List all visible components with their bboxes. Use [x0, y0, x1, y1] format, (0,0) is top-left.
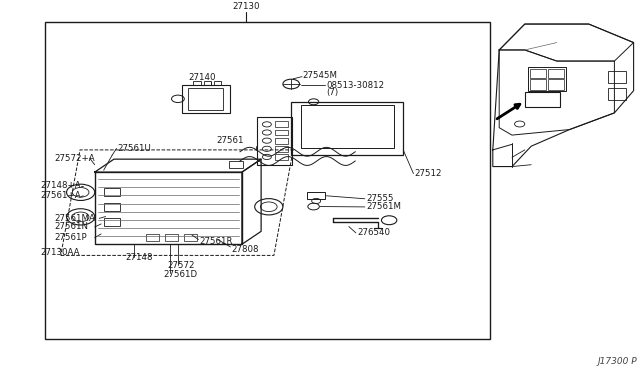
- Bar: [104, 188, 120, 196]
- Text: 27561M: 27561M: [366, 202, 401, 211]
- Text: 27545M: 27545M: [302, 71, 337, 80]
- Bar: [608, 71, 626, 83]
- Text: 27572: 27572: [168, 261, 195, 270]
- Text: 27555: 27555: [366, 194, 394, 203]
- Text: 276540: 276540: [357, 228, 390, 237]
- Text: 27561MA: 27561MA: [54, 214, 95, 223]
- Bar: [184, 234, 197, 241]
- Text: 27130AA: 27130AA: [40, 248, 80, 257]
- Text: (7): (7): [326, 88, 339, 97]
- Bar: [104, 218, 120, 226]
- Bar: [214, 81, 221, 85]
- Bar: [104, 203, 120, 211]
- Text: 27561P: 27561P: [54, 233, 87, 242]
- Bar: [275, 129, 288, 135]
- Bar: [525, 92, 560, 108]
- Bar: [188, 88, 223, 110]
- Bar: [291, 102, 403, 155]
- Bar: [528, 67, 566, 91]
- Text: 27148+A: 27148+A: [40, 181, 81, 190]
- Bar: [95, 172, 242, 244]
- Bar: [548, 69, 564, 78]
- Bar: [257, 117, 292, 166]
- Bar: [608, 88, 626, 100]
- Bar: [165, 234, 178, 241]
- Text: 27561U: 27561U: [117, 144, 151, 153]
- Text: 27140: 27140: [189, 73, 216, 82]
- Text: 27808: 27808: [232, 245, 259, 254]
- Text: 27561: 27561: [217, 137, 244, 145]
- Bar: [275, 138, 288, 144]
- Text: 27561+A: 27561+A: [40, 191, 81, 200]
- Bar: [182, 85, 230, 113]
- Bar: [193, 81, 201, 85]
- Text: 27512: 27512: [415, 169, 442, 178]
- Text: 08513-30812: 08513-30812: [326, 81, 385, 90]
- Bar: [146, 234, 159, 241]
- Text: 27572+A: 27572+A: [54, 154, 95, 163]
- Bar: [229, 161, 243, 169]
- Text: 27561N: 27561N: [54, 222, 88, 231]
- Bar: [204, 81, 211, 85]
- Text: 27130: 27130: [233, 2, 260, 11]
- Text: 27561R: 27561R: [200, 237, 233, 246]
- Text: 27148: 27148: [125, 253, 153, 263]
- Bar: [275, 146, 288, 152]
- Text: 27561D: 27561D: [163, 270, 197, 279]
- Text: J17300 P: J17300 P: [597, 357, 637, 366]
- Bar: [275, 154, 288, 160]
- Bar: [530, 69, 546, 78]
- Bar: [548, 79, 564, 90]
- Bar: [301, 106, 394, 148]
- Bar: [275, 121, 288, 127]
- Bar: [530, 79, 546, 90]
- Bar: [45, 22, 490, 339]
- Bar: [307, 192, 325, 199]
